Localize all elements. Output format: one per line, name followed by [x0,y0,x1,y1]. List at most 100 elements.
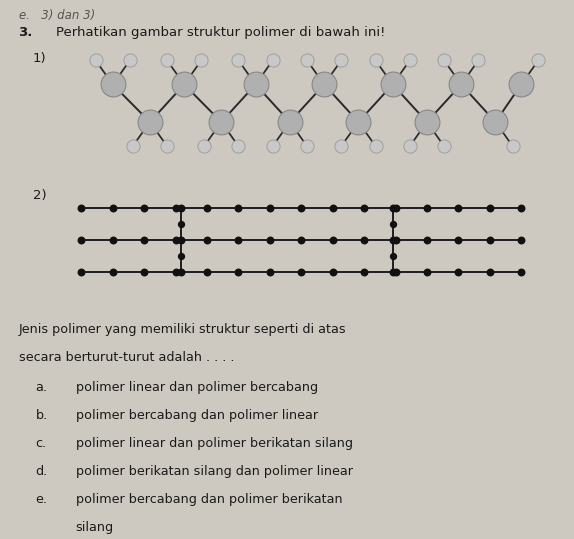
Text: silang: silang [76,521,114,534]
Point [108,203,117,212]
Point [359,268,369,277]
Point [177,219,186,228]
Point [108,268,117,277]
Point [517,203,526,212]
Point [125,56,134,65]
Text: d.: d. [36,465,48,478]
Point [517,80,526,89]
Text: Jenis polimer yang memiliki struktur seperti di atas: Jenis polimer yang memiliki struktur sep… [18,323,346,336]
Point [234,236,243,244]
Point [534,56,543,65]
Text: c.: c. [36,437,47,450]
Point [391,236,400,244]
Point [485,236,494,244]
Text: polimer berikatan silang dan polimer linear: polimer berikatan silang dan polimer lin… [76,465,352,478]
Point [177,268,186,277]
Point [508,142,517,150]
Point [337,56,346,65]
Point [391,268,400,277]
Text: 2): 2) [33,189,46,202]
Point [491,118,500,126]
Point [171,268,180,277]
Point [422,268,432,277]
Point [517,268,526,277]
Point [203,236,212,244]
Text: Perhatikan gambar struktur polimer di bawah ini!: Perhatikan gambar struktur polimer di ba… [56,25,385,38]
Text: a.: a. [36,382,48,395]
Point [162,142,172,150]
Point [440,56,449,65]
Point [108,80,117,89]
Point [454,268,463,277]
Point [422,236,432,244]
Point [251,80,260,89]
Text: polimer linear dan polimer berikatan silang: polimer linear dan polimer berikatan sil… [76,437,352,450]
Point [77,268,86,277]
Point [162,56,172,65]
Point [77,236,86,244]
Point [77,203,86,212]
Point [359,203,369,212]
Point [422,203,432,212]
Point [405,142,414,150]
Point [328,268,338,277]
Text: secara berturut-turut adalah . . . .: secara berturut-turut adalah . . . . [18,351,234,364]
Point [139,268,149,277]
Point [297,236,306,244]
Point [371,56,380,65]
Point [359,236,369,244]
Point [328,236,338,244]
Text: polimer bercabang dan polimer linear: polimer bercabang dan polimer linear [76,409,318,423]
Point [328,203,338,212]
Point [405,56,414,65]
Point [454,236,463,244]
Point [265,236,274,244]
Point [128,142,137,150]
Point [180,80,189,89]
Point [440,142,449,150]
Point [297,268,306,277]
Point [297,203,306,212]
Point [265,268,274,277]
Point [108,236,117,244]
Point [474,56,483,65]
Point [454,203,463,212]
Point [391,203,400,212]
Point [171,236,180,244]
Point [91,56,100,65]
Point [139,236,149,244]
Text: polimer bercabang dan polimer berikatan: polimer bercabang dan polimer berikatan [76,493,342,506]
Point [302,142,312,150]
Text: 3.: 3. [18,25,33,38]
Point [302,56,312,65]
Point [265,203,274,212]
Point [388,268,397,277]
Point [177,203,186,212]
Text: polimer linear dan polimer bercabang: polimer linear dan polimer bercabang [76,382,318,395]
Point [203,203,212,212]
Point [268,56,277,65]
Point [203,268,212,277]
Point [388,203,397,212]
Point [234,56,243,65]
Point [177,236,186,244]
Point [177,252,186,260]
Point [517,236,526,244]
Point [171,203,180,212]
Point [354,118,363,126]
Point [197,56,206,65]
Point [320,80,329,89]
Text: b.: b. [36,409,48,423]
Point [268,142,277,150]
Point [422,118,432,126]
Text: e.: e. [36,493,48,506]
Point [457,80,466,89]
Point [388,252,397,260]
Point [200,142,209,150]
Point [388,219,397,228]
Point [388,80,397,89]
Point [234,142,243,150]
Point [139,203,149,212]
Point [371,142,380,150]
Point [388,236,397,244]
